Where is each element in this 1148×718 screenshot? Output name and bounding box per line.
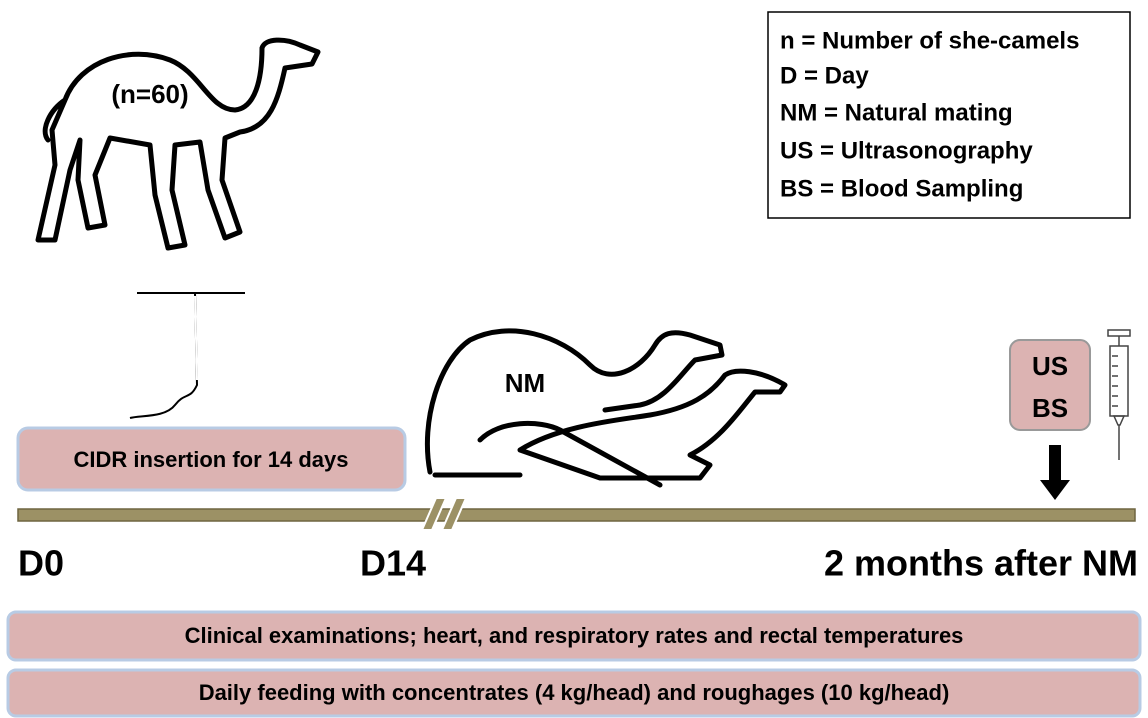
page: n = Number of she-camels D = Day NM = Na… [0,0,1148,718]
legend-item: D = Day [780,62,869,89]
camel-label: (n=60) [111,79,188,109]
legend-item: n = Number of she-camels [780,27,1079,54]
legend-item: BS = Blood Sampling [780,175,1023,202]
legend-item: US = Ultrasonography [780,137,1033,164]
cidr-box-text: CIDR insertion for 14 days [73,447,348,472]
camel-drawing [38,40,318,248]
arrow-down [1040,445,1070,500]
mating-label: NM [505,368,545,398]
legend-item: NM = Natural mating [780,99,1013,126]
timeline-bar [18,509,1135,521]
cidr-device [130,293,245,418]
timeline-label: 2 months after NM [824,543,1138,584]
diagram: n = Number of she-camels D = Day NM = Na… [0,0,1148,718]
syringe [1108,330,1130,460]
mating-camels-drawing [427,331,785,485]
bs-text: BS [1032,393,1068,423]
us-text: US [1032,351,1068,381]
info-box-text: Clinical examinations; heart, and respir… [185,623,964,648]
info-box-text: Daily feeding with concentrates (4 kg/he… [199,680,950,705]
timeline-label: D0 [18,543,64,584]
timeline-label: D14 [360,543,426,584]
cidr-device-inner [195,296,197,380]
